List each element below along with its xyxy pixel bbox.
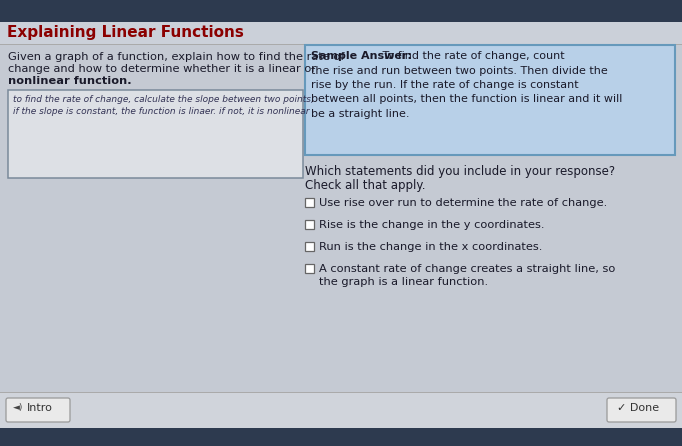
Text: be a straight line.: be a straight line.	[311, 109, 409, 119]
Bar	[8, 90, 303, 178]
Bar	[0, 22, 682, 392]
Bar	[305, 264, 314, 273]
Text: Given a graph of a function, explain how to find the rate of: Given a graph of a function, explain how…	[8, 52, 344, 62]
Bar	[0, 428, 682, 446]
Text: rise by the run. If the rate of change is constant: rise by the run. If the rate of change i…	[311, 80, 578, 90]
Text: Check all that apply.: Check all that apply.	[305, 179, 426, 192]
Text: change and how to determine whether it is a linear or: change and how to determine whether it i…	[8, 64, 316, 74]
Text: Explaining Linear Functions: Explaining Linear Functions	[7, 25, 244, 41]
Text: A constant rate of change creates a straight line, so: A constant rate of change creates a stra…	[319, 264, 615, 274]
Bar	[0, 0, 682, 22]
Text: if the slope is constant, the function is linaer. if not, it is nonlinear: if the slope is constant, the function i…	[13, 107, 310, 116]
Bar	[305, 220, 314, 229]
Text: Which statements did you include in your response?: Which statements did you include in your…	[305, 165, 615, 178]
Text: ✓ Done: ✓ Done	[617, 403, 659, 413]
Bar	[0, 392, 682, 393]
Text: Sample Answer:: Sample Answer:	[311, 51, 412, 61]
Text: Rise is the change in the y coordinates.: Rise is the change in the y coordinates.	[319, 220, 544, 230]
Bar	[305, 198, 314, 207]
Text: Intro: Intro	[27, 403, 53, 413]
Text: the rise and run between two points. Then divide the: the rise and run between two points. The…	[311, 66, 608, 75]
Bar	[305, 242, 314, 251]
FancyBboxPatch shape	[6, 398, 70, 422]
Text: Use rise over run to determine the rate of change.: Use rise over run to determine the rate …	[319, 198, 607, 208]
Bar	[0, 393, 682, 428]
Text: between all points, then the function is linear and it will: between all points, then the function is…	[311, 95, 623, 104]
Bar	[305, 45, 675, 155]
Text: Run is the change in the x coordinates.: Run is the change in the x coordinates.	[319, 242, 542, 252]
Text: nonlinear function.: nonlinear function.	[8, 76, 132, 86]
Text: to find the rate of change, calculate the slope between two points,: to find the rate of change, calculate th…	[13, 95, 314, 104]
Text: To find the rate of change, count: To find the rate of change, count	[379, 51, 565, 61]
Text: the graph is a linear function.: the graph is a linear function.	[319, 277, 488, 287]
Text: ◄): ◄)	[13, 403, 23, 412]
FancyBboxPatch shape	[607, 398, 676, 422]
Bar	[0, 22, 682, 44]
Bar	[0, 44, 682, 45]
